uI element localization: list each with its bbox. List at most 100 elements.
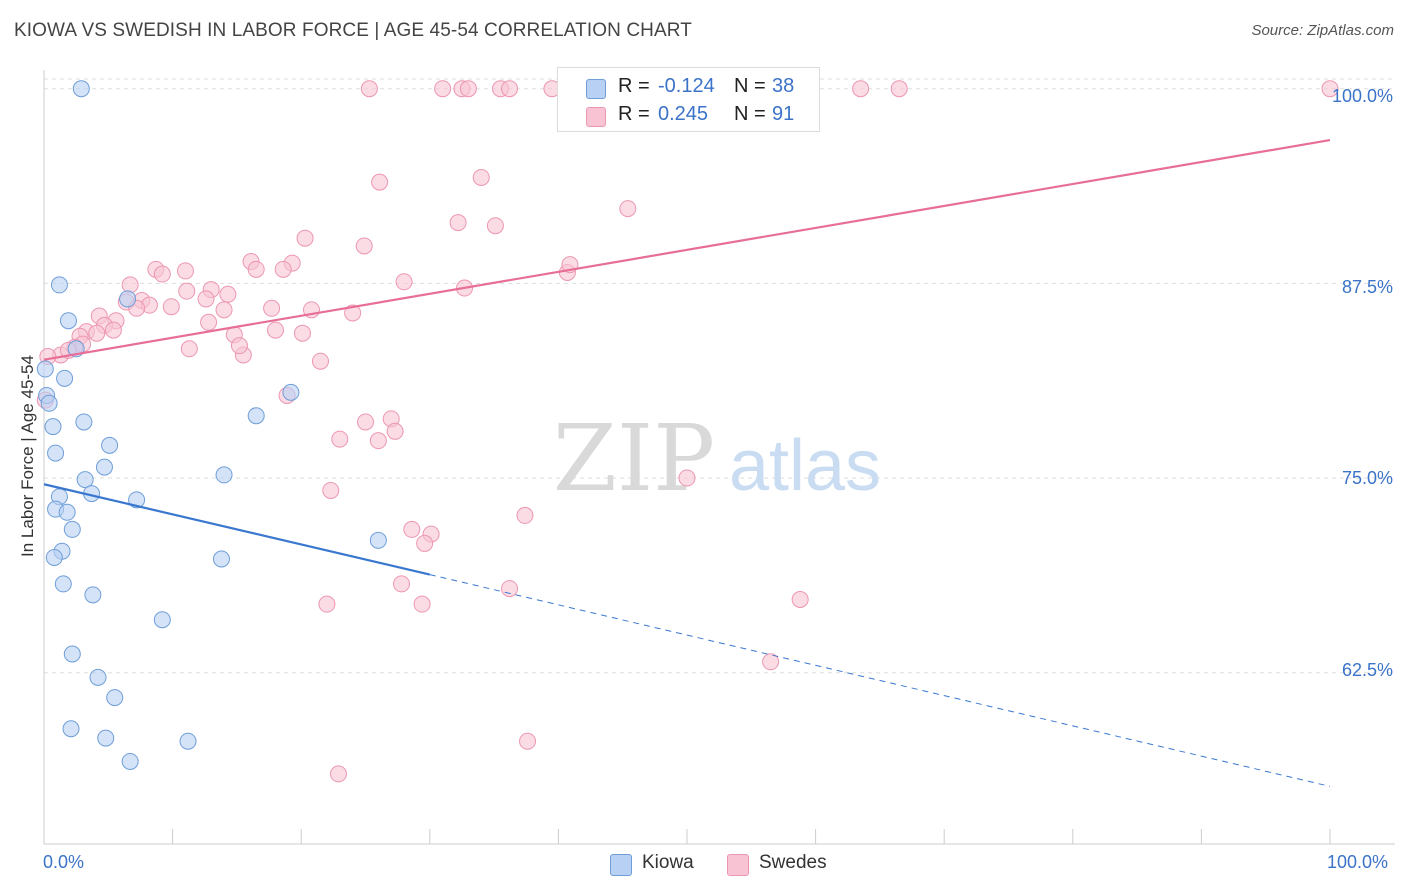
swedes-point	[369, 432, 387, 450]
n-label: N =	[734, 103, 766, 125]
kiowa-point	[215, 466, 233, 484]
swedes-point	[386, 422, 404, 440]
swedes-point	[104, 321, 122, 339]
swedes-point	[434, 80, 452, 98]
swedes-point	[219, 285, 237, 303]
swedes-point	[678, 469, 696, 487]
swedes-point	[176, 262, 194, 280]
watermark-zip: ZIP	[553, 405, 715, 512]
swedes-point	[355, 237, 373, 255]
swedes-point	[296, 229, 314, 247]
swedes-point	[619, 200, 637, 218]
kiowa-point	[62, 720, 80, 738]
watermark: ZIP atlas	[553, 405, 881, 512]
kiowa-point	[72, 80, 90, 98]
watermark-atlas: atlas	[729, 426, 881, 506]
swedes-point	[311, 352, 329, 370]
swedes-point	[274, 260, 292, 278]
kiowa-point	[119, 290, 137, 308]
swedes-point	[459, 80, 477, 98]
kiowa-point	[101, 436, 119, 454]
kiowa-trend-extension	[429, 574, 1331, 787]
swedes-point	[121, 276, 139, 294]
kiowa-point	[128, 491, 146, 509]
swedes-point	[393, 575, 411, 593]
kiowa-point	[212, 550, 230, 568]
kiowa-point	[95, 458, 113, 476]
swedes-point	[247, 260, 265, 278]
kiowa-point	[106, 689, 124, 707]
correlation-legend: R = -0.124 N = 38 R = 0.245 N = 91	[557, 67, 820, 132]
kiowa-point	[56, 369, 74, 387]
y-axis-label: In Labor Force | Age 45-54	[18, 355, 37, 557]
swedes-point	[293, 324, 311, 342]
source-label: Source: ZipAtlas.com	[1251, 22, 1394, 39]
swedes-point	[762, 653, 780, 671]
y-tick-label-75: 75.0%	[1341, 468, 1393, 488]
swedes-point	[395, 273, 413, 291]
kiowa-point	[63, 645, 81, 663]
swedes-point	[449, 214, 467, 232]
swedes-point	[371, 173, 389, 191]
kiowa-r-value: -0.124	[658, 75, 715, 97]
swedes-swatch	[586, 107, 606, 127]
swedes-point	[357, 413, 374, 431]
swedes-point	[890, 80, 908, 98]
kiowa-point	[40, 394, 58, 412]
y-tick-label-62-5: 62.5%	[1341, 660, 1393, 680]
chart-title: KIOWA VS SWEDISH IN LABOR FORCE | AGE 45…	[14, 20, 692, 41]
kiowa-point	[179, 732, 197, 750]
kiowa-point	[89, 668, 107, 686]
kiowa-point	[58, 503, 76, 521]
kiowa-point	[84, 586, 102, 604]
kiowa-point	[36, 360, 54, 378]
swedes-point	[197, 290, 215, 308]
swedes-point	[230, 337, 248, 355]
swedes-point	[153, 265, 171, 283]
kiowa-legend-swatch	[610, 854, 632, 876]
kiowa-point	[121, 752, 139, 770]
kiowa-point	[75, 413, 93, 431]
swedes-point	[263, 299, 281, 317]
y-tick-label-87-5: 87.5%	[1341, 277, 1393, 297]
x-tick-label-max: 100.0%	[1327, 852, 1389, 872]
kiowa-swatch	[586, 79, 606, 99]
swedes-legend-swatch	[727, 854, 749, 876]
swedes-point	[791, 590, 809, 608]
kiowa-point	[282, 383, 300, 401]
swedes-point	[519, 732, 537, 750]
swedes-trend-line	[43, 138, 1331, 361]
kiowa-point	[50, 276, 68, 294]
n-label: N =	[734, 75, 766, 97]
swedes-point	[852, 80, 870, 98]
swedes-legend-label: Swedes	[759, 852, 827, 873]
swedes-point	[344, 304, 362, 322]
swedes-point	[516, 506, 534, 524]
swedes-r-value: 0.245	[658, 103, 709, 125]
swedes-point	[472, 168, 490, 186]
kiowa-point	[76, 471, 94, 489]
kiowa-points	[36, 80, 387, 770]
kiowa-point	[59, 312, 77, 330]
swedes-point	[318, 595, 336, 613]
kiowa-point	[247, 407, 265, 425]
kiowa-trend-line	[43, 483, 431, 576]
swedes-n-value: 91	[772, 103, 795, 125]
swedes-point	[486, 217, 504, 235]
swedes-point	[416, 534, 434, 552]
kiowa-point	[153, 611, 171, 629]
swedes-point	[329, 765, 347, 783]
swedes-point	[360, 80, 378, 98]
swedes-point	[403, 520, 421, 538]
swedes-points	[36, 80, 1339, 783]
kiowa-point	[45, 548, 63, 566]
kiowa-n-value: 38	[772, 75, 795, 97]
swedes-point	[1321, 80, 1339, 98]
swedes-point	[266, 321, 284, 339]
legend-row-kiowa: R = -0.124 N = 38	[558, 73, 819, 101]
swedes-point	[180, 340, 198, 358]
kiowa-point	[63, 520, 81, 538]
r-label: R =	[618, 103, 650, 125]
kiowa-point	[369, 531, 387, 549]
